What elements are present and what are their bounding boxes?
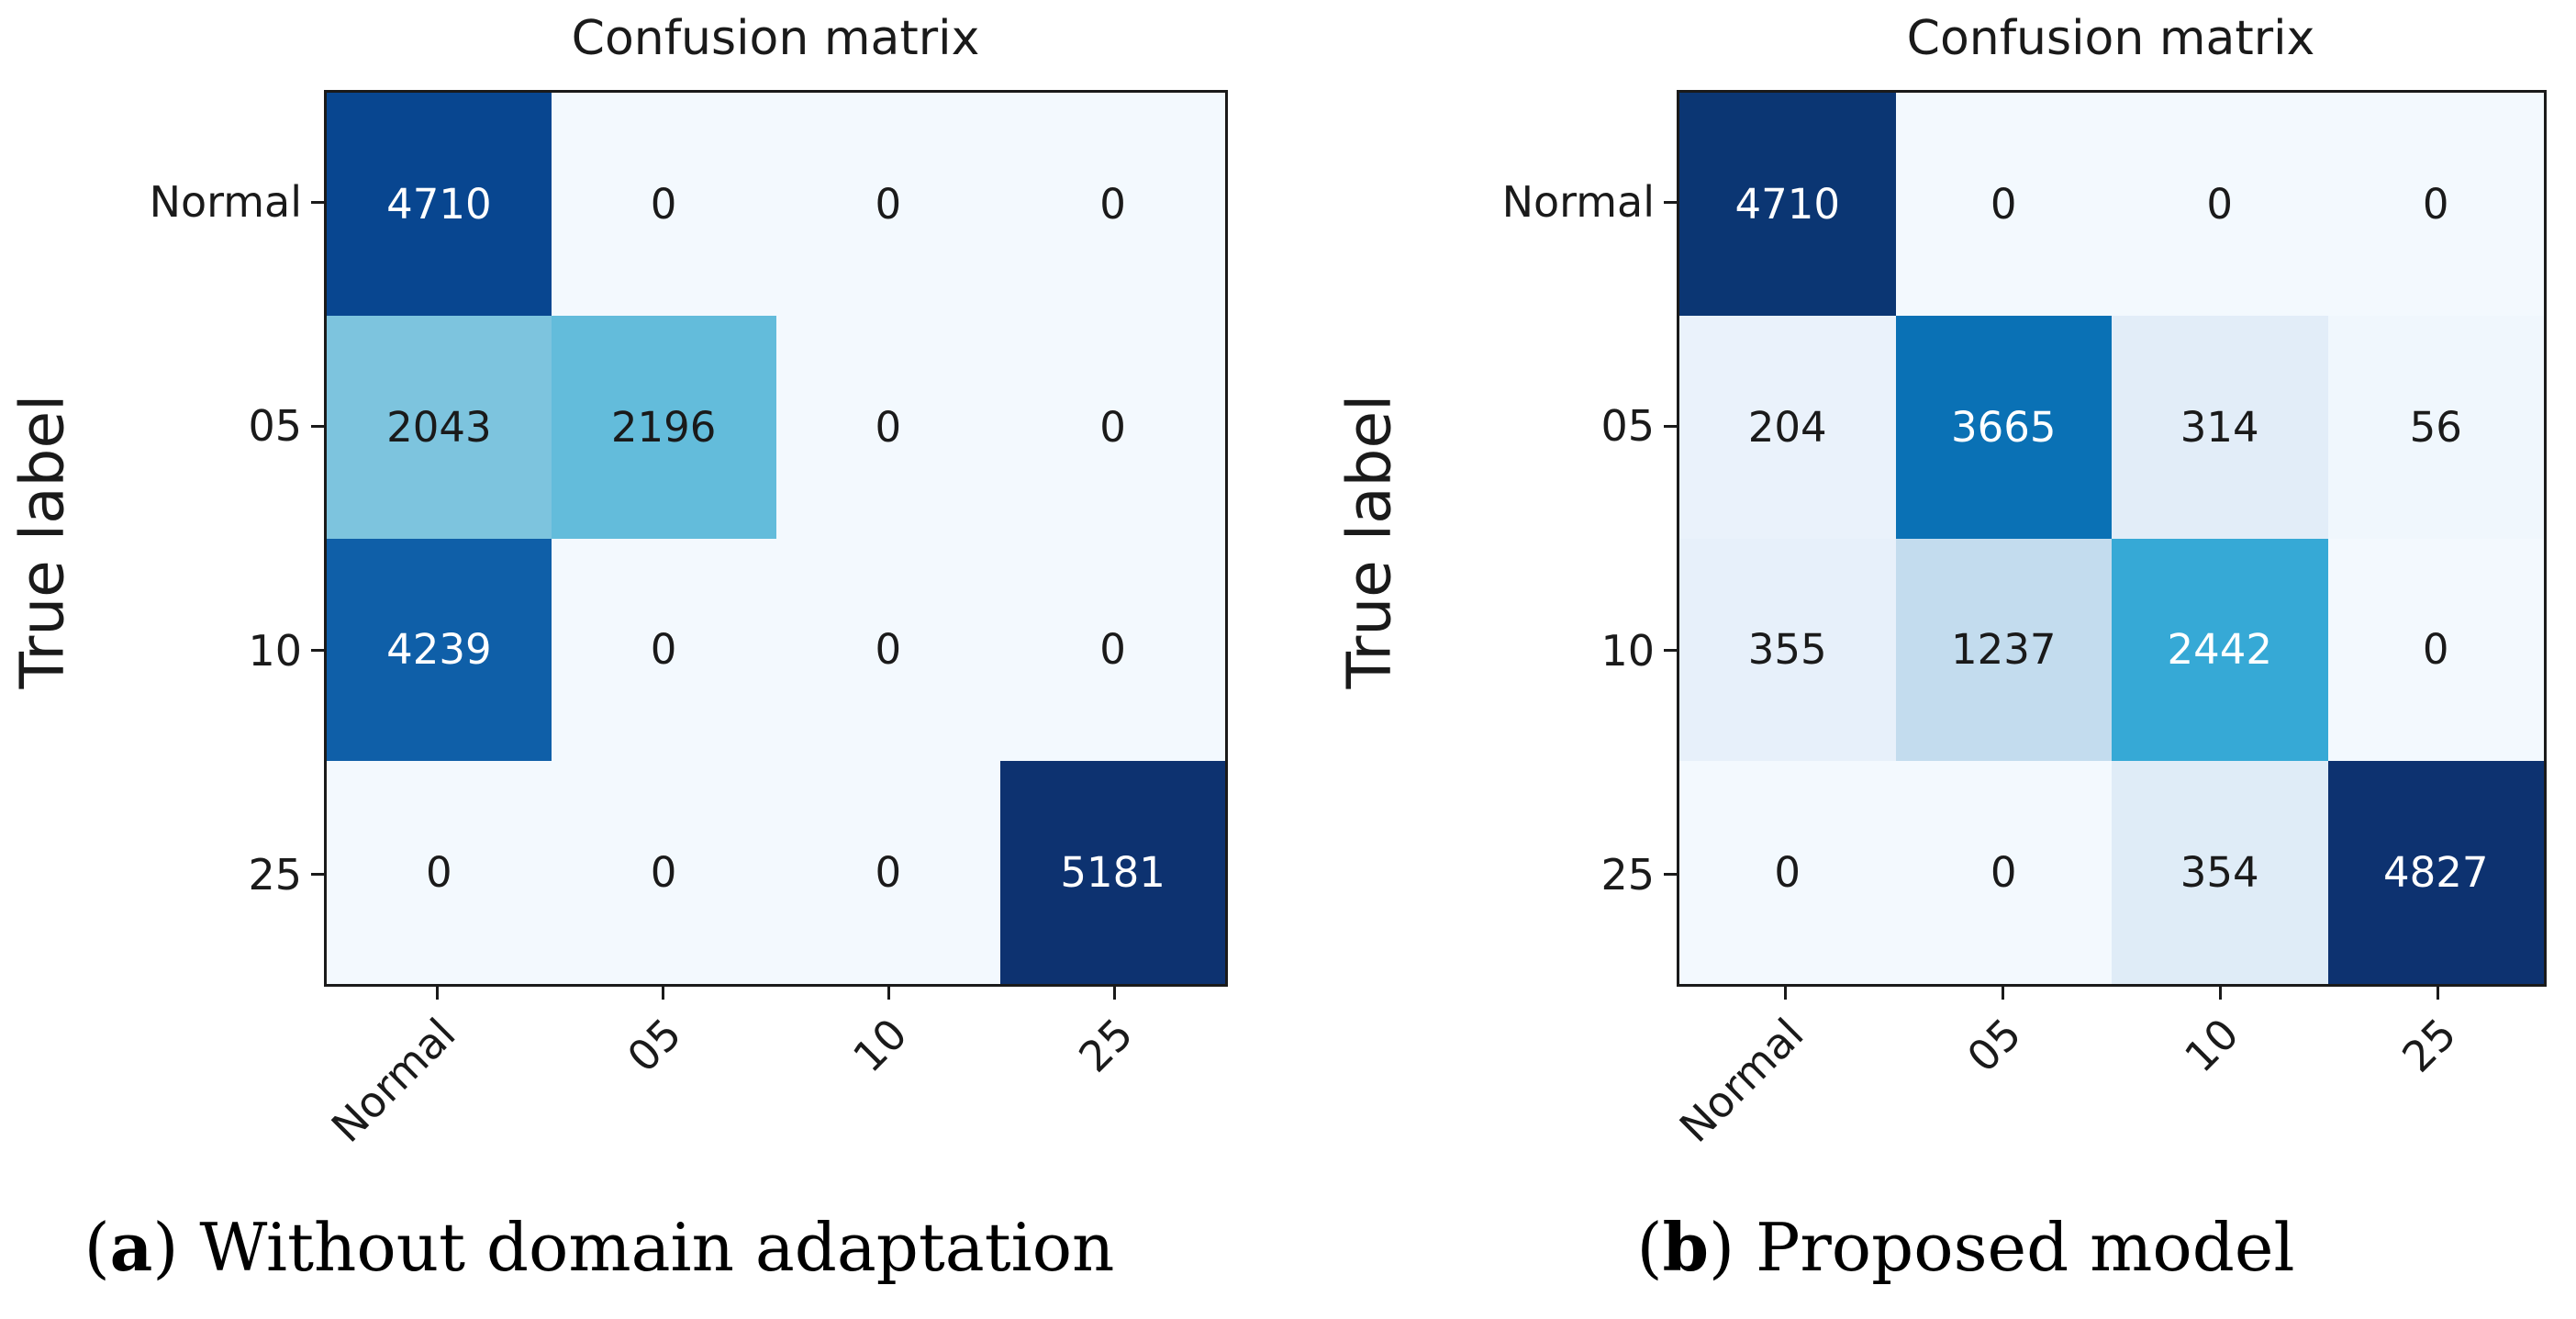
x-tick-mark-a-0 — [435, 987, 439, 1000]
y-tick-mark-a-2 — [311, 649, 324, 653]
panel-a-caption-letter: a — [109, 1208, 153, 1286]
x-tick-mark-a-2 — [887, 987, 891, 1000]
panel-a-caption-rest: ) Without domain adaptation — [152, 1209, 1115, 1286]
matrix-cell-b-r3c3: 4827 — [2327, 761, 2544, 984]
matrix-cell-b-r1c0: 204 — [1679, 315, 1896, 539]
panel-b-ylabel: True label — [1333, 394, 1405, 689]
panel-b-caption: (b) Proposed model — [1636, 1208, 2295, 1286]
y-tick-mark-a-3 — [311, 873, 324, 877]
matrix-cell-b-r2c3: 0 — [2327, 538, 2544, 762]
matrix-cell-b-r1c2: 314 — [2112, 315, 2328, 539]
x-tick-label-b-1: 05 — [1957, 1009, 2031, 1082]
x-tick-mark-b-2 — [2219, 987, 2222, 1000]
matrix-cell-b-r2c2: 2442 — [2112, 538, 2328, 762]
matrix-cell-a-r3c3: 5181 — [1000, 761, 1225, 984]
panel-a-title: Confusion matrix — [571, 11, 980, 66]
matrix-cell-b-r0c3: 0 — [2327, 93, 2544, 316]
matrix-cell-b-r3c0: 0 — [1679, 761, 1896, 984]
y-tick-label-b-3: 25 — [1600, 849, 1655, 900]
y-tick-label-a-2: 10 — [248, 625, 302, 676]
matrix-cell-b-r1c1: 3665 — [1895, 315, 2112, 539]
y-tick-mark-b-3 — [1664, 873, 1677, 877]
y-tick-mark-b-0 — [1664, 200, 1677, 204]
x-tick-label-a-3: 25 — [1069, 1009, 1143, 1082]
panel-b-caption-open: ( — [1636, 1209, 1663, 1286]
matrix-cell-a-r1c0: 2043 — [327, 315, 552, 539]
x-tick-label-a-1: 05 — [617, 1009, 691, 1082]
x-tick-mark-b-3 — [2437, 987, 2439, 1000]
x-tick-mark-a-1 — [661, 987, 664, 1000]
y-tick-mark-a-0 — [311, 200, 324, 204]
y-tick-label-a-1: 05 — [248, 401, 302, 452]
matrix-cell-b-r1c3: 56 — [2327, 315, 2544, 539]
matrix-cell-a-r1c3: 0 — [1000, 315, 1225, 539]
y-tick-mark-b-1 — [1664, 424, 1677, 428]
matrix-cell-b-r2c1: 1237 — [1895, 538, 2112, 762]
x-tick-label-b-2: 10 — [2175, 1009, 2248, 1082]
y-tick-label-b-0: Normal — [1501, 177, 1655, 228]
panel-b-caption-letter: b — [1662, 1208, 1709, 1286]
matrix-cell-a-r0c1: 0 — [551, 93, 776, 316]
x-tick-label-b-3: 25 — [2392, 1009, 2466, 1082]
y-tick-label-b-1: 05 — [1600, 401, 1655, 452]
matrix-cell-b-r0c0: 4710 — [1679, 93, 1896, 316]
x-tick-mark-a-3 — [1113, 987, 1117, 1000]
x-tick-mark-b-1 — [2002, 987, 2004, 1000]
panel-b-title: Confusion matrix — [1906, 11, 2315, 66]
matrix-cell-b-r0c2: 0 — [2112, 93, 2328, 316]
matrix-cell-a-r3c2: 0 — [775, 761, 1001, 984]
y-tick-mark-a-1 — [311, 424, 324, 428]
panel-b-confusion-matrix: 4710 0 0 0 204 3665 314 56 355 1237 2442 0 0 0 354 4827 — [1677, 90, 2547, 987]
panel-a-caption-open: ( — [84, 1209, 110, 1286]
matrix-cell-b-r2c0: 355 — [1679, 538, 1896, 762]
y-tick-mark-b-2 — [1664, 649, 1677, 653]
y-tick-label-b-2: 10 — [1600, 625, 1655, 676]
matrix-cell-b-r3c2: 354 — [2112, 761, 2328, 984]
x-tick-mark-b-0 — [1784, 987, 1787, 1000]
matrix-cell-a-r2c1: 0 — [551, 538, 776, 762]
matrix-cell-a-r0c2: 0 — [775, 93, 1001, 316]
x-tick-label-a-2: 10 — [843, 1009, 917, 1082]
panel-a-caption: (a) Without domain adaptation — [84, 1208, 1115, 1286]
matrix-cell-a-r2c2: 0 — [775, 538, 1001, 762]
matrix-cell-b-r3c1: 0 — [1895, 761, 2112, 984]
matrix-cell-a-r3c0: 0 — [327, 761, 552, 984]
matrix-cell-b-r0c1: 0 — [1895, 93, 2112, 316]
panel-a-ylabel: True label — [6, 394, 78, 689]
matrix-cell-a-r2c3: 0 — [1000, 538, 1225, 762]
y-tick-label-a-0: Normal — [149, 177, 302, 228]
panel-a-confusion-matrix: 4710 0 0 0 2043 2196 0 0 4239 0 0 0 0 0 0 5181 — [324, 90, 1228, 987]
x-tick-label-b-0: Normal — [1669, 1009, 1813, 1152]
matrix-cell-a-r1c1: 2196 — [551, 315, 776, 539]
matrix-cell-a-r1c2: 0 — [775, 315, 1001, 539]
matrix-cell-a-r0c3: 0 — [1000, 93, 1225, 316]
panel-b-caption-rest: ) Proposed model — [1708, 1209, 2295, 1286]
y-tick-label-a-3: 25 — [248, 849, 302, 900]
matrix-cell-a-r2c0: 4239 — [327, 538, 552, 762]
matrix-cell-a-r0c0: 4710 — [327, 93, 552, 316]
matrix-cell-a-r3c1: 0 — [551, 761, 776, 984]
x-tick-label-a-0: Normal — [321, 1009, 465, 1152]
